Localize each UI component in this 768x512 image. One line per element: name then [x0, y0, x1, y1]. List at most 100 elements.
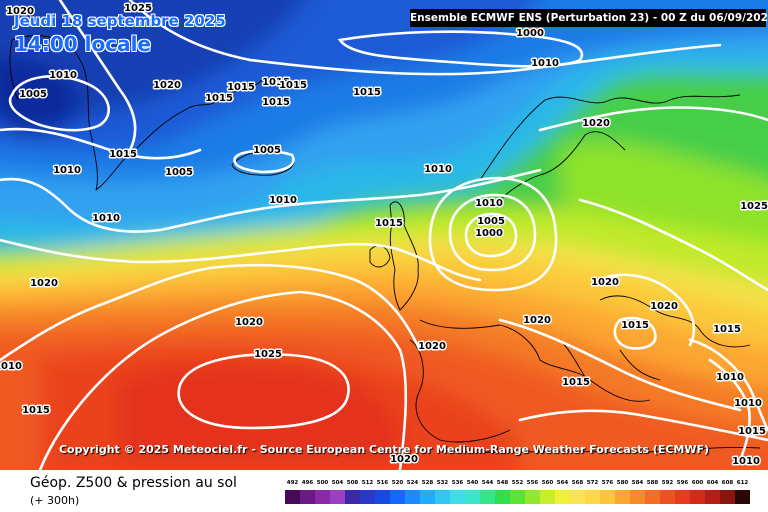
scale-tick-label: 576: [601, 480, 614, 486]
scale-color-swatch: [360, 490, 375, 504]
map-title: Géop. Z500 & pression au sol: [30, 475, 237, 491]
scale-color-swatch: [585, 490, 600, 504]
scale-tick-label: 552: [511, 480, 524, 486]
isobar-label: 1020: [523, 315, 551, 326]
copyright-notice: Copyright © 2025 Meteociel.fr - Source E…: [58, 443, 710, 456]
isobar-label: 1025: [254, 349, 282, 360]
scale-tick-label: 492: [286, 480, 299, 486]
scale-tick-label: 572: [586, 480, 599, 486]
forecast-lead-time: (+ 300h): [30, 494, 80, 507]
isobar-label: 1010: [424, 164, 452, 175]
scale-tick-label: 512: [361, 480, 374, 486]
scale-tick-label: 536: [451, 480, 464, 486]
isobar-labels: 1020 1025 1000 1010 1010 1005 1020 1015 …: [0, 2, 768, 469]
isobar-label: 1010: [49, 70, 77, 81]
isobar-label: 1015: [227, 82, 255, 93]
scale-color-swatch: [735, 490, 750, 504]
scale-tick-label: 504: [331, 480, 344, 486]
forecast-time: 14:00 locale: [14, 32, 151, 56]
forecast-date: Jeudi 18 septembre 2025: [14, 12, 226, 30]
scale-color-swatch: [690, 490, 705, 504]
isobar-label: 1010: [732, 456, 760, 467]
isobar-label: 1015: [713, 324, 741, 335]
isobar-label: 1005: [19, 89, 47, 100]
scale-tick-label: 556: [526, 480, 539, 486]
isobar-label: 1005: [165, 167, 193, 178]
isobar-label: 1015: [22, 405, 50, 416]
scale-tick-label: 580: [616, 480, 629, 486]
isobar-label: 1000: [475, 228, 503, 239]
scale-tick-label: 540: [466, 480, 479, 486]
scale-color-swatch: [330, 490, 345, 504]
scale-tick-label: 608: [721, 480, 734, 486]
scale-tick-label: 516: [376, 480, 389, 486]
isobar-label: 1020: [30, 278, 58, 289]
scale-color-swatch: [540, 490, 555, 504]
isobar-label: 1015: [205, 93, 233, 104]
isobar-label: 1010: [716, 372, 744, 383]
scale-tick-label: 528: [421, 480, 434, 486]
scale-tick-label: 568: [571, 480, 584, 486]
weather-map: 1020 1025 1000 1010 1010 1005 1020 1015 …: [0, 0, 768, 470]
isobar-label: 1005: [253, 145, 281, 156]
scale-tick-label: 500: [316, 480, 329, 486]
map-canvas: 1020 1025 1000 1010 1010 1005 1020 1015 …: [0, 0, 768, 470]
scale-color-swatch: [675, 490, 690, 504]
isobar-label: 1020: [390, 454, 418, 465]
geopotential-field: [0, 0, 768, 470]
isobar-label: 1015: [562, 377, 590, 388]
isobar-label: 1010: [531, 58, 559, 69]
isobar-label: 1015: [621, 320, 649, 331]
isobar-label: 1020: [235, 317, 263, 328]
scale-color-swatch: [375, 490, 390, 504]
scale-tick-label: 584: [631, 480, 644, 486]
scale-tick-label: 532: [436, 480, 449, 486]
isobar-label: 1015: [262, 77, 290, 88]
map-legend-footer: Géop. Z500 & pression au sol (+ 300h) 49…: [0, 470, 768, 512]
scale-color-swatch: [465, 490, 480, 504]
scale-color-swatch: [450, 490, 465, 504]
scale-tick-label: 520: [391, 480, 404, 486]
isobar-label: 1010: [269, 195, 297, 206]
isobar-label: 1025: [740, 201, 768, 212]
scale-color-swatch: [405, 490, 420, 504]
isobar-label: 1015: [375, 218, 403, 229]
scale-color-swatch: [645, 490, 660, 504]
scale-tick-label: 496: [301, 480, 314, 486]
scale-tick-label: 588: [646, 480, 659, 486]
color-scale: 492 496 500 504 508 512 516 520 524 528 532 536 540 5…: [285, 478, 750, 508]
scale-tick-label: 600: [691, 480, 704, 486]
isobar-label: 1020: [418, 341, 446, 352]
isobar-label: 1015: [353, 87, 381, 98]
scale-color-swatch: [615, 490, 630, 504]
isobar-label: 1010: [734, 398, 762, 409]
scale-color-swatch: [570, 490, 585, 504]
scale-color-swatch: [315, 490, 330, 504]
scale-tick-label: 544: [481, 480, 494, 486]
isobar-label: 1010: [92, 213, 120, 224]
scale-color-swatch: [390, 490, 405, 504]
isobar-label: 1020: [591, 277, 619, 288]
color-scale-bar: [285, 490, 750, 504]
scale-color-swatch: [495, 490, 510, 504]
isobar-label: 1020: [582, 118, 610, 129]
isobar-label: 1010: [53, 165, 81, 176]
scale-tick-label: 604: [706, 480, 719, 486]
isobar-label: 1015: [279, 80, 307, 91]
scale-color-swatch: [555, 490, 570, 504]
scale-color-swatch: [720, 490, 735, 504]
isobar-label: 1015: [109, 149, 137, 160]
scale-tick-label: 592: [661, 480, 674, 486]
isobar-label: 1015: [262, 97, 290, 108]
isobar-label: 1020: [153, 80, 181, 91]
scale-color-swatch: [525, 490, 540, 504]
scale-color-swatch: [660, 490, 675, 504]
scale-color-swatch: [630, 490, 645, 504]
scale-color-swatch: [285, 490, 300, 504]
scale-tick-label: 564: [556, 480, 569, 486]
scale-color-swatch: [435, 490, 450, 504]
scale-color-swatch: [510, 490, 525, 504]
isobar-label: 1020: [6, 6, 34, 17]
scale-tick-label: 508: [346, 480, 359, 486]
scale-color-swatch: [345, 490, 360, 504]
